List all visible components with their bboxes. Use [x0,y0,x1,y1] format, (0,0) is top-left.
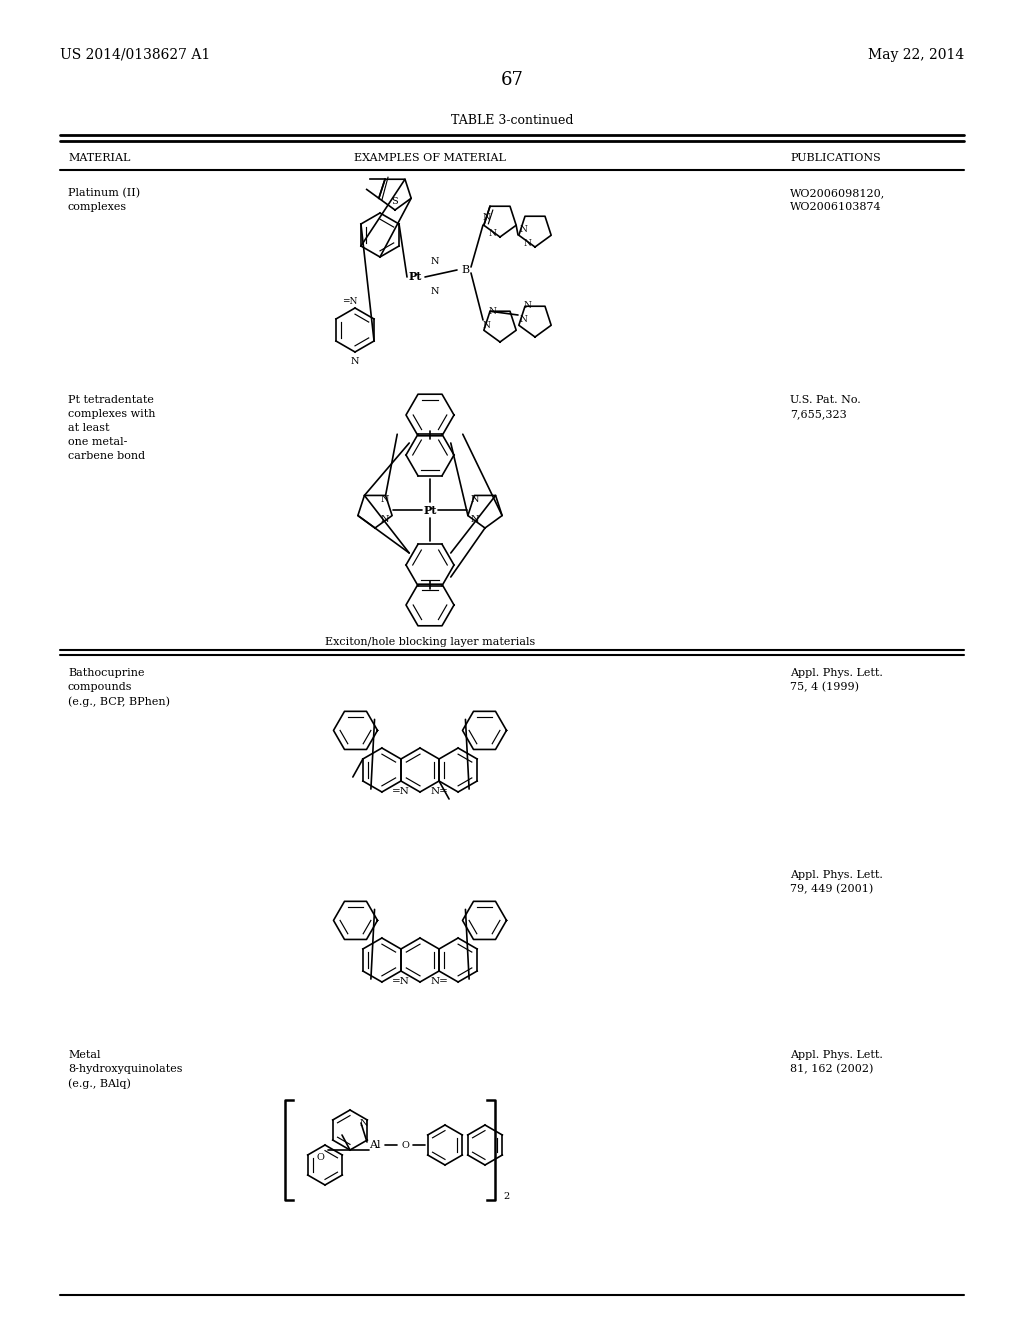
Text: WO2006103874: WO2006103874 [790,202,882,213]
Text: EXAMPLES OF MATERIAL: EXAMPLES OF MATERIAL [354,153,506,162]
Text: 7,655,323: 7,655,323 [790,409,847,418]
Text: N: N [482,321,489,330]
Text: N: N [471,495,479,504]
Text: N: N [431,257,439,267]
Text: N: N [471,516,479,524]
Text: 75, 4 (1999): 75, 4 (1999) [790,682,859,693]
Text: complexes: complexes [68,202,127,213]
Text: at least: at least [68,422,110,433]
Text: Appl. Phys. Lett.: Appl. Phys. Lett. [790,870,883,880]
Text: WO2006098120,: WO2006098120, [790,187,886,198]
Text: 8-hydroxyquinolates: 8-hydroxyquinolates [68,1064,182,1074]
Text: =N: =N [342,297,357,306]
Text: Bathocuprine: Bathocuprine [68,668,144,678]
Text: O: O [316,1152,324,1162]
Text: N: N [381,495,389,504]
Text: N: N [519,226,527,235]
Text: Pt tetradentate: Pt tetradentate [68,395,154,405]
Text: 2: 2 [503,1192,509,1201]
Text: Appl. Phys. Lett.: Appl. Phys. Lett. [790,1049,883,1060]
Text: US 2014/0138627 A1: US 2014/0138627 A1 [60,48,210,62]
Text: Pt: Pt [423,504,436,516]
Text: (e.g., BCP, BPhen): (e.g., BCP, BPhen) [68,696,170,706]
Text: Metal: Metal [68,1049,100,1060]
Text: carbene bond: carbene bond [68,451,145,461]
Text: N=: N= [430,977,447,986]
Text: 81, 162 (2002): 81, 162 (2002) [790,1064,873,1074]
Text: May 22, 2014: May 22, 2014 [867,48,964,62]
Text: Appl. Phys. Lett.: Appl. Phys. Lett. [790,668,883,678]
Text: N: N [488,308,496,317]
Text: U.S. Pat. No.: U.S. Pat. No. [790,395,861,405]
Text: complexes with: complexes with [68,409,156,418]
Text: N: N [488,228,496,238]
Text: N: N [431,288,439,297]
Text: =N: =N [392,977,410,986]
Text: N: N [523,301,530,310]
Text: N: N [351,356,359,366]
Text: Platinum (II): Platinum (II) [68,187,140,198]
Text: one metal-: one metal- [68,437,127,447]
Text: 67: 67 [501,71,523,88]
Text: (e.g., BAlq): (e.g., BAlq) [68,1078,131,1089]
Text: MATERIAL: MATERIAL [68,153,130,162]
Text: N=: N= [430,787,447,796]
Text: compounds: compounds [68,682,132,692]
Text: Pt: Pt [409,272,422,282]
Text: N: N [381,516,389,524]
Text: Exciton/hole blocking layer materials: Exciton/hole blocking layer materials [325,638,536,647]
Text: O: O [401,1140,409,1150]
Text: N: N [519,315,527,325]
Text: PUBLICATIONS: PUBLICATIONS [790,153,881,162]
Text: S: S [391,198,398,206]
Text: N: N [359,1119,369,1129]
Text: 79, 449 (2001): 79, 449 (2001) [790,884,873,895]
Text: N: N [482,213,489,222]
Text: N: N [523,239,530,248]
Text: B: B [461,265,469,275]
Text: =N: =N [392,787,410,796]
Text: Al: Al [370,1140,381,1150]
Text: TABLE 3-continued: TABLE 3-continued [451,114,573,127]
